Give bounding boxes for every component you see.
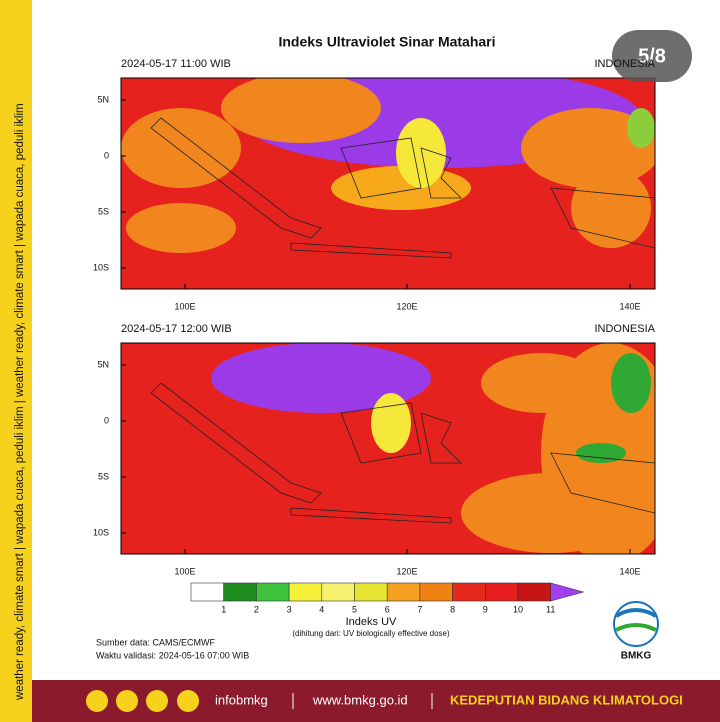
panel-region: INDONESIA: [594, 58, 655, 70]
lat-label: 5N: [97, 94, 109, 104]
lon-label: 120E: [396, 301, 417, 311]
lon-label: 140E: [619, 566, 640, 576]
colorbar-label: 10: [513, 604, 523, 614]
colorbar-box: [386, 582, 421, 602]
colorbar: 1 2 3 4 5 6 7 8 9 10 11: [190, 582, 585, 614]
lat-label: 5N: [97, 359, 109, 369]
lon-label: 100E: [174, 301, 195, 311]
logo-text: BMKG: [621, 651, 652, 662]
social-icons: [86, 690, 199, 712]
page-indicator: 5/8: [638, 45, 666, 67]
colorbar-label: 9: [483, 604, 488, 614]
footer-handle[interactable]: infobmkg: [215, 692, 268, 707]
colorbar-label: 11: [546, 604, 555, 614]
footer-department: KEDEPUTIAN BIDANG KLIMATOLOGI: [450, 692, 683, 707]
page-indicator-bg: [612, 30, 692, 82]
colorbar-label: 1: [221, 604, 226, 614]
lon-label: 100E: [174, 566, 195, 576]
side-banner: weather ready, climate smart | wapada cu…: [14, 103, 26, 701]
colorbar-box: [517, 582, 552, 602]
uv-map: [121, 78, 655, 289]
colorbar-label: 2: [254, 604, 259, 614]
source: Sumber data: CAMS/ECMWF: [96, 637, 216, 647]
colorbar-box: [223, 582, 257, 602]
panel-time: 2024-05-17 11:00 WIB: [121, 58, 231, 70]
colorbar-label: 4: [319, 604, 324, 614]
lon-label: 120E: [396, 566, 417, 576]
lat-label: 5S: [98, 471, 109, 481]
map-title: Indeks Ultraviolet Sinar Matahari: [278, 34, 495, 50]
colorbar-label: 3: [287, 604, 292, 614]
colorbar-label: 7: [417, 604, 422, 614]
lat-label: 0: [104, 415, 109, 425]
colorbar-box: [321, 582, 355, 602]
footer-website[interactable]: www.bmkg.go.id: [312, 692, 408, 707]
colorbar-box: [190, 582, 225, 602]
uv-map: [121, 343, 655, 554]
lon-label: 140E: [619, 301, 640, 311]
bmkg-logo: [613, 601, 659, 647]
colorbar-box: [452, 582, 486, 602]
panel-region: INDONESIA: [594, 323, 655, 335]
colorbar-box: [256, 582, 290, 602]
map-frame: [120, 77, 656, 290]
colorbar-label: 6: [385, 604, 390, 614]
side-strip: [0, 0, 32, 722]
lat-label: 10S: [93, 527, 109, 537]
panel-time: 2024-05-17 12:00 WIB: [121, 323, 232, 335]
colorbar-box: [419, 582, 453, 602]
colorbar-box: [484, 582, 519, 602]
colorbar-box: [354, 582, 388, 602]
colorbar-title: Indeks UV: [346, 616, 397, 628]
colorbar-box: [288, 582, 323, 602]
colorbar-arrow: [550, 582, 585, 602]
colorbar-label: 5: [352, 604, 357, 614]
lat-label: 5S: [98, 206, 109, 216]
colorbar-note: (dihitung dari: UV biologically effectiv…: [292, 629, 450, 638]
lat-label: 10S: [93, 262, 109, 272]
validity: Waktu validasi: 2024-05-16 07:00 WIB: [96, 650, 249, 660]
map-frame: [120, 342, 656, 555]
lat-label: 0: [104, 150, 109, 160]
colorbar-label: 8: [450, 604, 455, 614]
